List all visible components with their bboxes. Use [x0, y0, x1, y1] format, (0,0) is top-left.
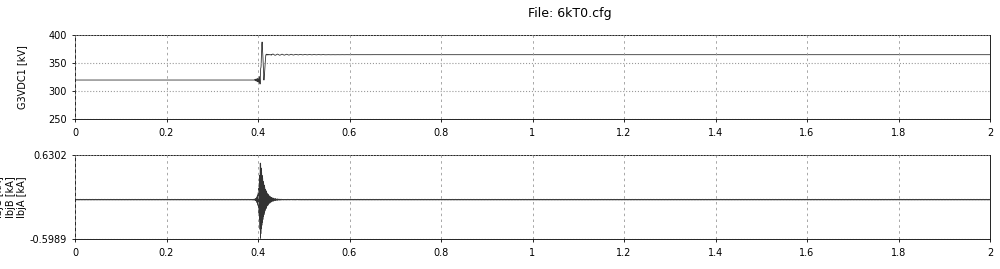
Text: File: 6kT0.cfg: File: 6kT0.cfg: [528, 7, 612, 20]
Y-axis label: G3VDC1 [kV]: G3VDC1 [kV]: [17, 45, 27, 109]
Y-axis label: IbjC [kA]
IbjB [kA]
IbjA [kA]: IbjC [kA] IbjB [kA] IbjA [kA]: [0, 176, 27, 218]
